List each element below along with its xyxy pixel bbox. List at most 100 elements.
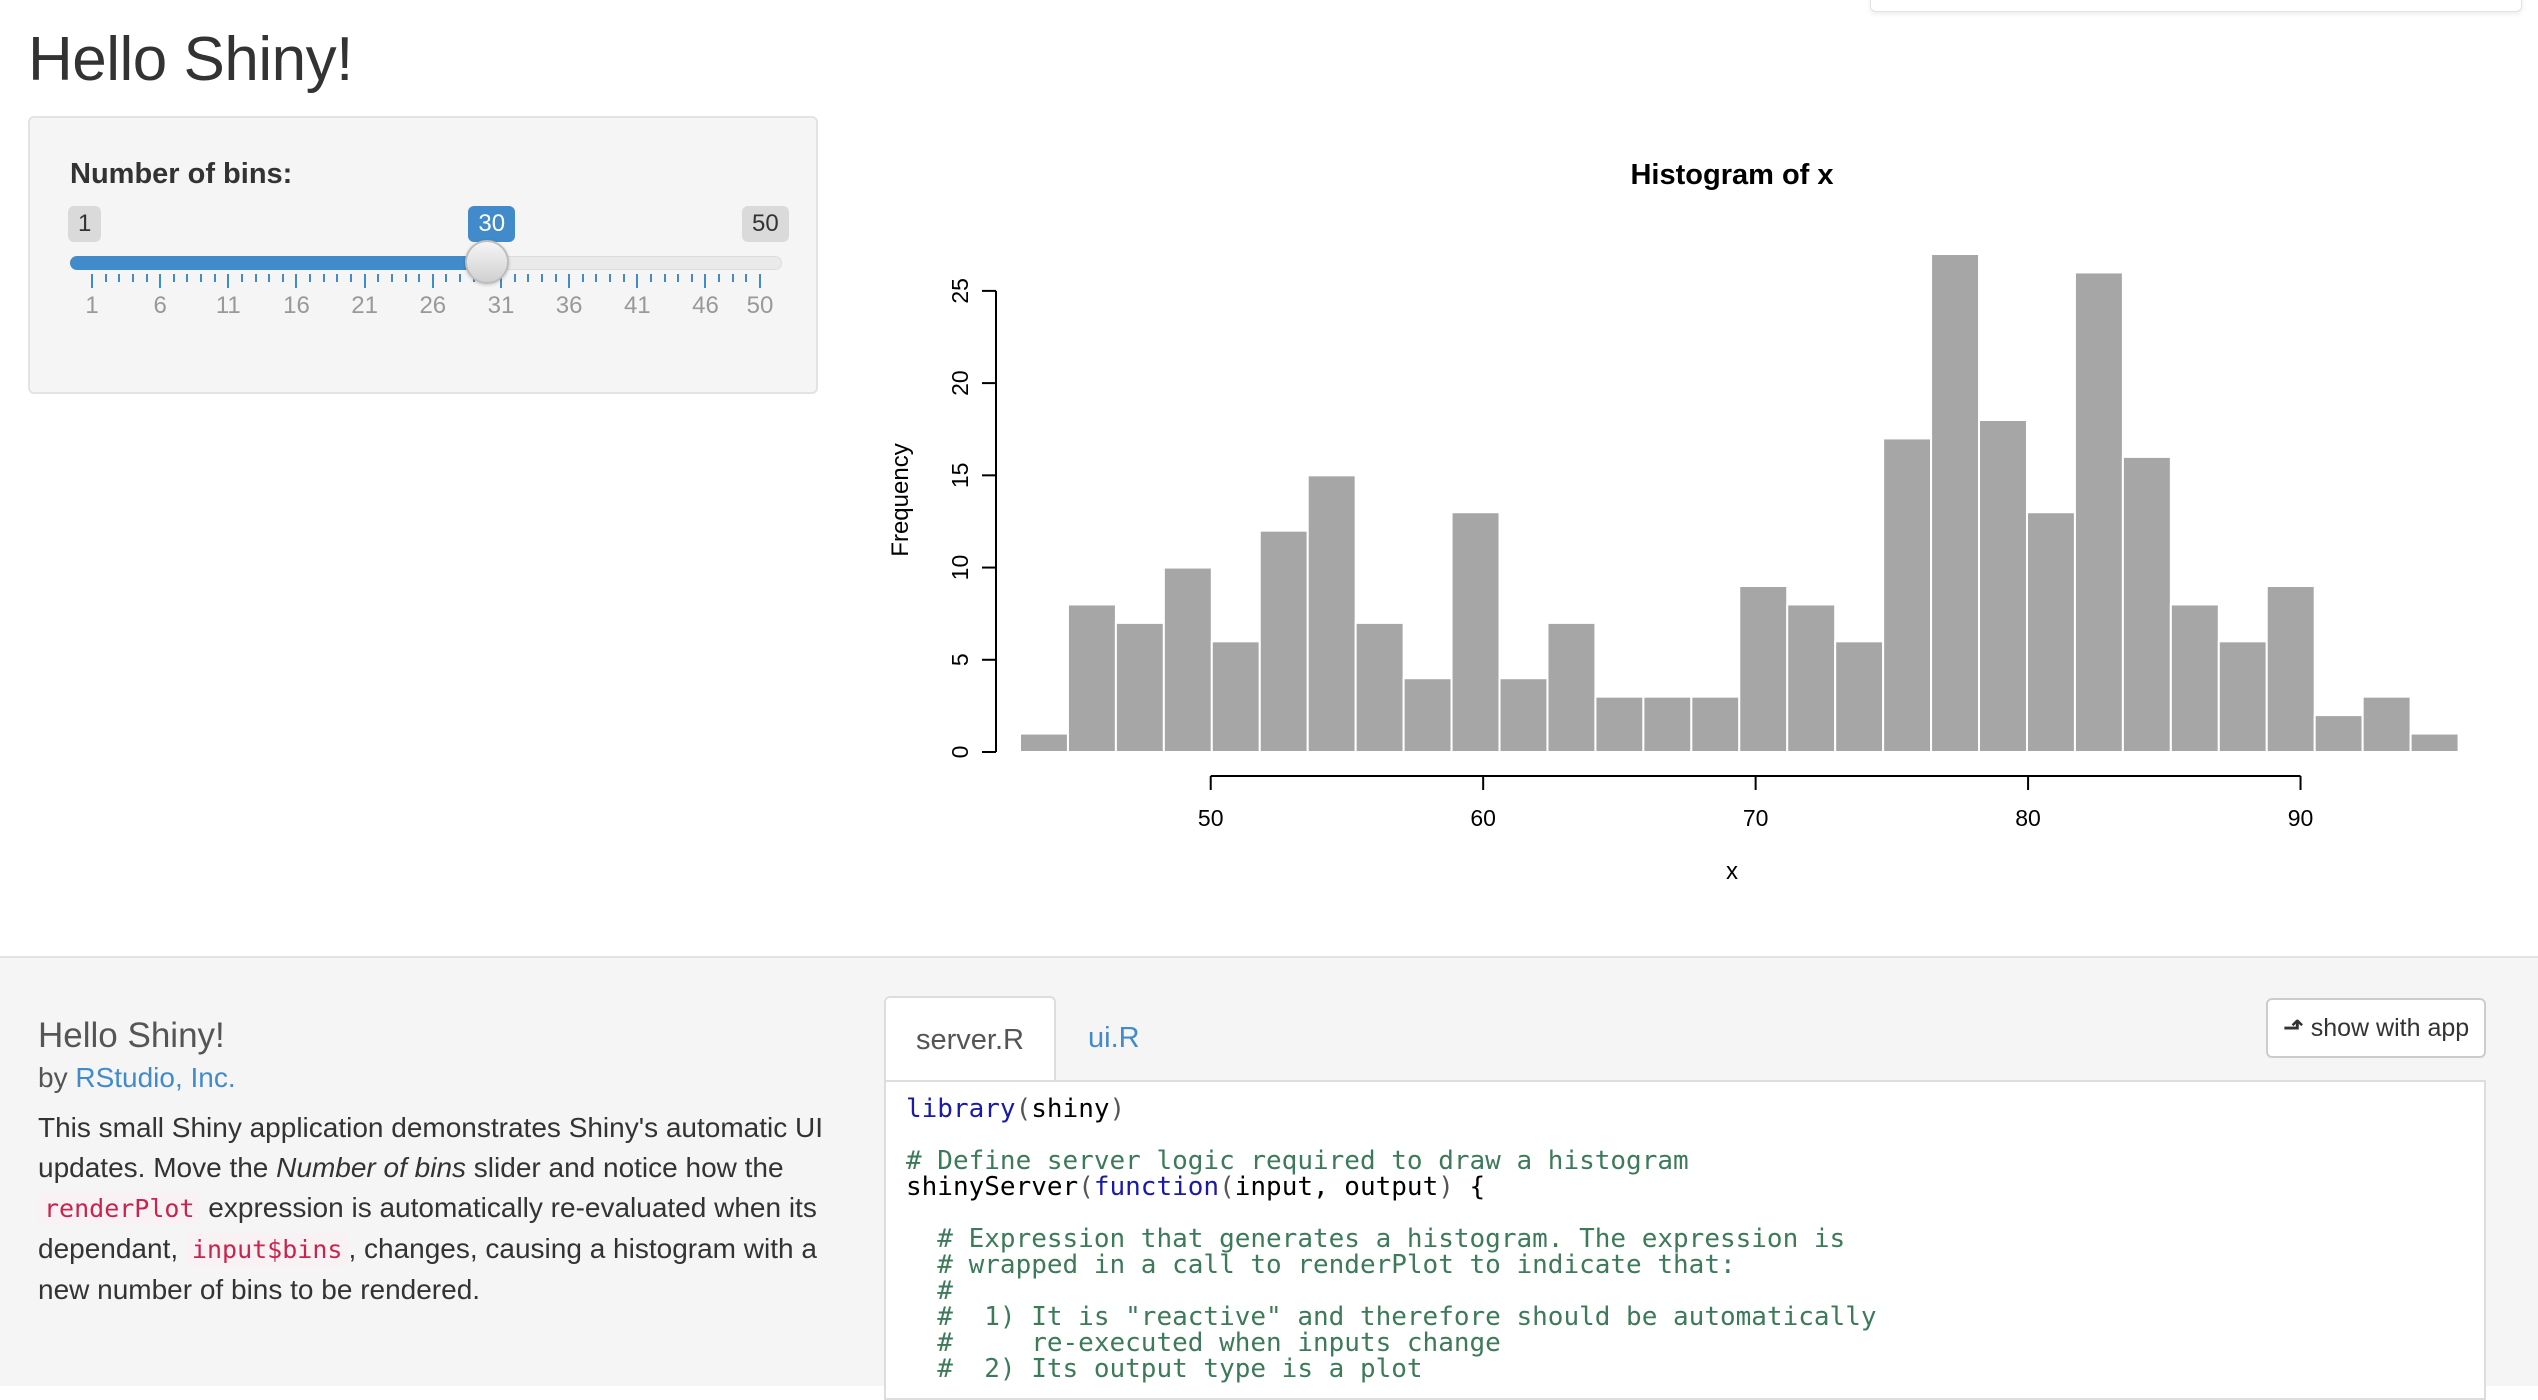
slider-tick bbox=[186, 274, 189, 282]
app-description: This small Shiny application demonstrate… bbox=[38, 1108, 828, 1310]
histogram-bar bbox=[1402, 677, 1453, 754]
histogram-bar bbox=[1066, 603, 1117, 754]
code-comment-line: # Expression that generates a histogram.… bbox=[906, 1224, 1846, 1254]
histogram-bar bbox=[1114, 621, 1165, 753]
histogram-bar bbox=[1354, 621, 1405, 753]
slider-tick bbox=[704, 274, 707, 288]
slider-tick bbox=[418, 274, 421, 282]
histogram-bar bbox=[1258, 529, 1309, 753]
slider-tick bbox=[690, 274, 693, 282]
slider-tick bbox=[759, 274, 761, 288]
inline-code-renderplot: renderPlot bbox=[38, 1192, 201, 1225]
slider-tick bbox=[131, 274, 134, 282]
histogram-bar bbox=[1210, 640, 1261, 754]
slider-tick bbox=[527, 274, 530, 282]
desc-text-1: This small Shiny application demonstrate… bbox=[38, 1112, 824, 1183]
tab-ui-r[interactable]: ui.R bbox=[1088, 1022, 1140, 1054]
slider-tick bbox=[240, 274, 243, 282]
x-tick-label: 50 bbox=[1198, 805, 1224, 831]
y-tick-label: 10 bbox=[947, 555, 973, 581]
slider-tick-label: 16 bbox=[283, 292, 310, 319]
slider-tick bbox=[731, 274, 734, 282]
level-up-icon: ⬏ bbox=[2282, 1014, 2304, 1042]
histogram-bar bbox=[2361, 695, 2412, 754]
x-axis-label: x bbox=[1726, 858, 1738, 885]
x-tick-label: 60 bbox=[1470, 805, 1496, 831]
code-comment-line: # re-executed when inputs change bbox=[906, 1328, 1501, 1358]
code-comment-line: # bbox=[906, 1276, 953, 1306]
slider-min-label: 1 bbox=[68, 206, 102, 242]
slider-tick bbox=[159, 274, 162, 288]
slider-value-label: 30 bbox=[468, 206, 516, 242]
desc-text-3: expression is automatically re-evaluated… bbox=[38, 1192, 817, 1264]
code-comment-line: # 1) It is "reactive" and therefore shou… bbox=[906, 1302, 1877, 1332]
histogram-bar bbox=[1642, 695, 1693, 754]
slider-tick bbox=[336, 274, 339, 282]
histogram-bar bbox=[2073, 271, 2124, 753]
slider-tick bbox=[718, 274, 721, 282]
histogram-bar bbox=[1594, 695, 1645, 754]
slider-tick bbox=[118, 274, 121, 282]
histogram-bar bbox=[1306, 474, 1357, 753]
slider-tick-label: 21 bbox=[351, 292, 378, 319]
slider-tick bbox=[172, 274, 175, 282]
y-tick-label: 5 bbox=[947, 653, 973, 666]
tab-server-r[interactable]: server.R bbox=[884, 996, 1056, 1084]
chart-title: Histogram of x bbox=[1630, 159, 1833, 191]
code-comment-line: # wrapped in a call to renderPlot to ind… bbox=[906, 1250, 1736, 1280]
slider-tick bbox=[595, 274, 598, 282]
slider-tick bbox=[636, 274, 639, 288]
floating-panel-edge bbox=[1870, 0, 2522, 12]
slider-tick-label: 36 bbox=[555, 292, 583, 319]
histogram-bar bbox=[1162, 566, 1213, 753]
slider-tick bbox=[322, 274, 325, 282]
slider-tick bbox=[554, 274, 557, 282]
slider-fill bbox=[70, 256, 488, 270]
page-title: Hello Shiny! bbox=[28, 25, 353, 94]
about-title: Hello Shiny! bbox=[38, 1016, 225, 1055]
slider-tick bbox=[540, 274, 543, 282]
histogram-bar bbox=[2409, 732, 2460, 753]
slider-tick bbox=[145, 274, 148, 282]
slider-tick bbox=[609, 274, 612, 282]
slider-tick bbox=[404, 274, 407, 282]
histogram-bar bbox=[2313, 714, 2364, 753]
inline-code-input-bins: input$bins bbox=[185, 1233, 349, 1266]
slider-tick bbox=[445, 274, 448, 282]
y-tick-label: 25 bbox=[947, 278, 973, 304]
slider-tick bbox=[581, 274, 584, 282]
slider-tick bbox=[295, 274, 298, 288]
slider-tick bbox=[745, 274, 748, 282]
slider-tick bbox=[459, 274, 462, 282]
slider-tick bbox=[363, 274, 366, 288]
byline: by RStudio, Inc. bbox=[38, 1062, 236, 1094]
code-comment-line: # 2) Its output type is a plot bbox=[906, 1354, 1423, 1384]
slider-tick bbox=[91, 274, 93, 288]
histogram-bar bbox=[1450, 511, 1501, 753]
desc-text-2: slider and notice how the bbox=[466, 1152, 784, 1183]
slider-tick bbox=[227, 274, 230, 288]
slider-handle[interactable] bbox=[465, 240, 510, 284]
slider-tick bbox=[677, 274, 680, 282]
code-viewer[interactable]: library(shiny) # Define server logic req… bbox=[884, 1080, 2486, 1400]
show-with-app-label: show with app bbox=[2310, 1014, 2470, 1042]
slider-tick bbox=[309, 274, 312, 282]
slider-tick bbox=[663, 274, 666, 282]
x-tick-label: 90 bbox=[2288, 805, 2314, 831]
slider-tick-label: 46 bbox=[692, 292, 719, 319]
y-tick-label: 0 bbox=[947, 746, 973, 759]
slider-tick bbox=[377, 274, 380, 282]
slider-tick bbox=[350, 274, 353, 282]
code-keyword-function: function bbox=[1093, 1172, 1220, 1202]
slider-tick-label: 41 bbox=[623, 292, 651, 319]
code-comment-line: # Define server logic required to draw a… bbox=[906, 1146, 1689, 1176]
slider-tick-label: 31 bbox=[487, 292, 515, 319]
histogram-bar bbox=[1019, 732, 1069, 753]
show-with-app-button[interactable]: ⬏ show with app bbox=[2266, 998, 2486, 1058]
histogram-bar bbox=[1690, 695, 1741, 754]
y-tick-label: 20 bbox=[947, 370, 973, 396]
slider-max-label: 50 bbox=[742, 206, 789, 242]
slider-tick-label: 50 bbox=[746, 292, 774, 319]
author-link[interactable]: RStudio, Inc. bbox=[75, 1062, 236, 1093]
histogram-bar bbox=[1738, 585, 1789, 753]
